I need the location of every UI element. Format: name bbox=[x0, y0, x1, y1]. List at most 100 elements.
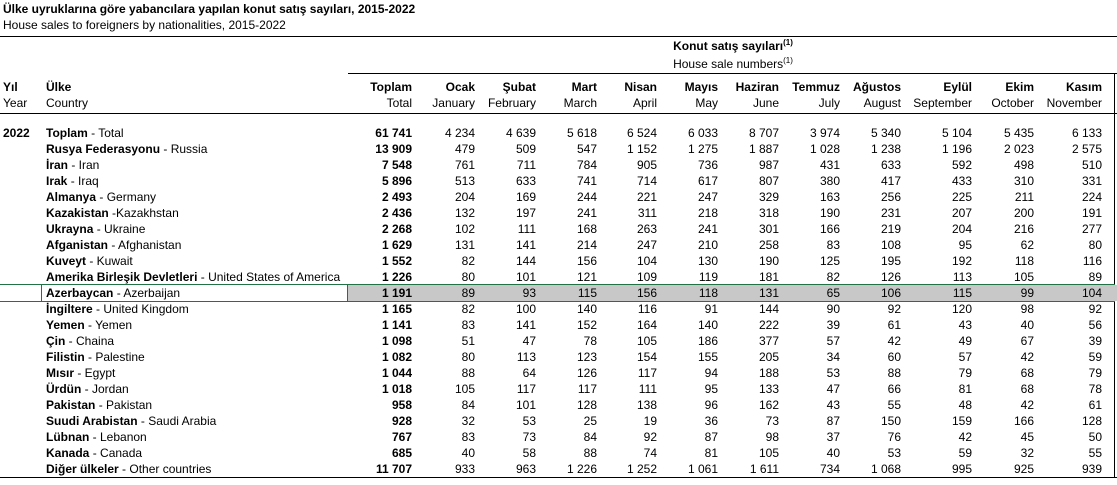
country: Rusya Federasyonu - Russia bbox=[46, 142, 207, 157]
month-cell: 39 bbox=[826, 318, 840, 332]
month-cell: 152 bbox=[576, 318, 597, 332]
month-cell: 84 bbox=[583, 430, 597, 444]
month-cell: 244 bbox=[576, 190, 597, 204]
column-header: Ülke bbox=[46, 80, 72, 94]
total-cell: 958 bbox=[391, 398, 412, 412]
month-cell: 2 575 bbox=[1071, 142, 1102, 156]
country-en: - Russia bbox=[160, 142, 208, 156]
column-header-en: October bbox=[991, 96, 1034, 110]
month-cell: 156 bbox=[576, 254, 597, 268]
month-cell: 105 bbox=[1013, 270, 1034, 284]
column-header: Temmuz bbox=[792, 80, 840, 94]
month-cell: 116 bbox=[637, 302, 657, 316]
country: İran - Iran bbox=[46, 158, 99, 173]
month-cell: 51 bbox=[461, 334, 475, 348]
month-cell: 81 bbox=[704, 446, 718, 460]
country-en: - United States of America bbox=[197, 270, 341, 284]
month-cell: 417 bbox=[880, 174, 901, 188]
month-cell: 163 bbox=[819, 190, 840, 204]
column-header-en: August bbox=[863, 96, 901, 110]
country: Irak - Iraq bbox=[46, 174, 99, 189]
month-cell: 963 bbox=[515, 462, 536, 476]
country-tr: Ürdün bbox=[46, 382, 82, 396]
month-cell: 807 bbox=[758, 174, 779, 188]
group-header-en: House sale numbers(1) bbox=[348, 57, 1117, 72]
month-cell: 225 bbox=[951, 190, 972, 204]
column-header: Ekim bbox=[1005, 80, 1034, 94]
month-cell: 987 bbox=[758, 158, 779, 172]
country-tr: İngiltere bbox=[46, 302, 93, 316]
country-tr: Toplam bbox=[46, 126, 88, 140]
month-cell: 59 bbox=[958, 446, 972, 460]
month-cell: 113 bbox=[952, 270, 972, 284]
month-cell: 138 bbox=[636, 398, 657, 412]
country-tr: Irak bbox=[46, 174, 68, 188]
month-cell: 118 bbox=[1014, 254, 1034, 268]
month-cell: 89 bbox=[1088, 270, 1102, 284]
month-cell: 221 bbox=[636, 190, 657, 204]
month-cell: 218 bbox=[697, 206, 718, 220]
country-tr: Filistin bbox=[46, 350, 85, 364]
month-cell: 140 bbox=[576, 302, 597, 316]
month-cell: 102 bbox=[454, 222, 475, 236]
month-cell: 111 bbox=[517, 222, 536, 236]
month-cell: 108 bbox=[880, 238, 901, 252]
month-cell: 784 bbox=[576, 158, 597, 172]
group-en: House sale numbers bbox=[673, 57, 784, 71]
country-en: - Kuwait bbox=[86, 254, 133, 268]
month-cell: 5 435 bbox=[1003, 126, 1034, 140]
month-cell: 479 bbox=[454, 142, 475, 156]
column-header-en: January bbox=[432, 96, 475, 110]
month-cell: 433 bbox=[951, 174, 972, 188]
country-tr: Yemen bbox=[46, 318, 85, 332]
column-header-en: Total bbox=[386, 96, 412, 110]
column-header: Ağustos bbox=[853, 80, 901, 94]
country-en: - Palestine bbox=[84, 350, 145, 364]
country-en: - Pakistan bbox=[95, 398, 153, 412]
month-cell: 141 bbox=[515, 238, 536, 252]
month-cell: 1 238 bbox=[870, 142, 901, 156]
month-cell: 92 bbox=[887, 302, 901, 316]
column-header-en: November bbox=[1046, 96, 1102, 110]
month-cell: 39 bbox=[1088, 334, 1102, 348]
country-tr: Diğer ülkeler bbox=[46, 462, 119, 476]
month-cell: 617 bbox=[697, 174, 718, 188]
month-cell: 714 bbox=[636, 174, 657, 188]
country-en: - Lebanon bbox=[89, 430, 147, 444]
month-cell: 88 bbox=[461, 366, 475, 380]
month-cell: 131 bbox=[758, 286, 779, 300]
country: Kazakistan -Kazakhstan bbox=[46, 206, 179, 221]
month-cell: 56 bbox=[1088, 318, 1102, 332]
month-cell: 87 bbox=[704, 430, 718, 444]
total-cell: 1 098 bbox=[381, 334, 412, 348]
cell-selection bbox=[41, 284, 348, 302]
total-cell: 2 268 bbox=[381, 222, 412, 236]
country-en: - Saudi Arabia bbox=[137, 414, 217, 428]
month-cell: 42 bbox=[887, 334, 901, 348]
column-header-en: Country bbox=[46, 96, 89, 110]
country: Ukrayna - Ukraine bbox=[46, 222, 145, 237]
month-cell: 120 bbox=[951, 302, 972, 316]
month-cell: 5 618 bbox=[566, 126, 597, 140]
month-cell: 1 196 bbox=[941, 142, 972, 156]
month-cell: 113 bbox=[516, 350, 536, 364]
month-cell: 761 bbox=[454, 158, 475, 172]
country-tr: Kuveyt bbox=[46, 254, 87, 268]
month-cell: 42 bbox=[1020, 398, 1034, 412]
month-cell: 34 bbox=[826, 350, 840, 364]
month-cell: 94 bbox=[704, 366, 718, 380]
column-header: Nisan bbox=[624, 80, 657, 94]
month-cell: 231 bbox=[880, 206, 901, 220]
month-cell: 105 bbox=[454, 382, 475, 396]
month-cell: 55 bbox=[887, 398, 901, 412]
column-header: Toplam bbox=[370, 80, 412, 94]
total-cell: 1 165 bbox=[381, 302, 412, 316]
month-cell: 219 bbox=[880, 222, 901, 236]
country-tr: Pakistan bbox=[46, 398, 96, 412]
month-cell: 6 133 bbox=[1071, 126, 1102, 140]
month-cell: 130 bbox=[697, 254, 718, 268]
country: Amerika Birleşik Devletleri - United Sta… bbox=[46, 270, 340, 285]
month-cell: 119 bbox=[698, 270, 718, 284]
month-cell: 45 bbox=[1020, 430, 1034, 444]
month-cell: 99 bbox=[1020, 286, 1034, 300]
